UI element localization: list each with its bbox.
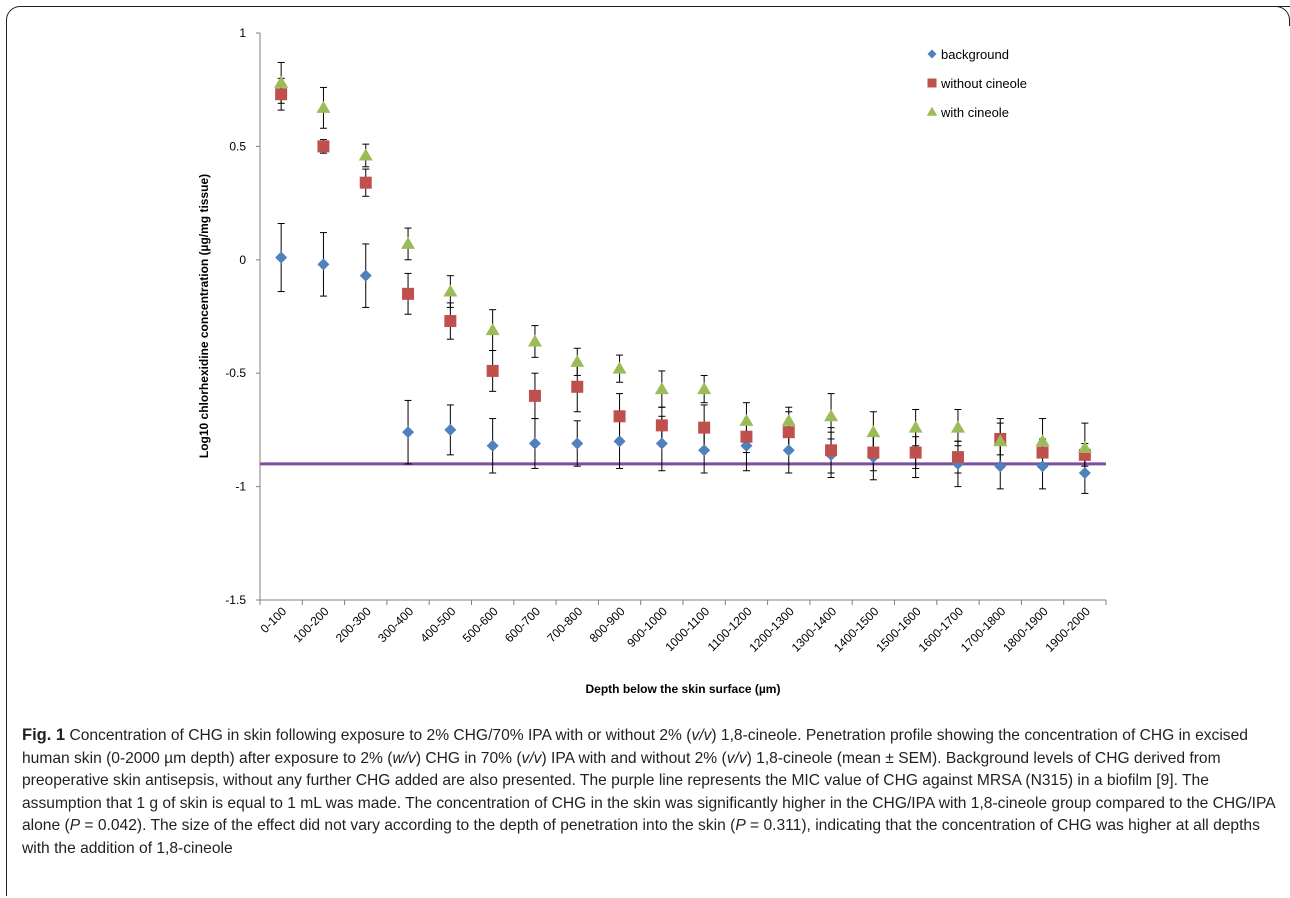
point-without-cineole <box>698 421 711 434</box>
y-tick-label: -1 <box>235 480 246 494</box>
figure-label: Fig. 1 <box>22 726 66 744</box>
legend-marker <box>926 106 938 116</box>
x-tick-label: 1900-2000 <box>1042 604 1093 655</box>
point-background <box>655 437 668 450</box>
point-background <box>994 460 1007 473</box>
point-background <box>698 444 711 457</box>
point-background <box>571 437 584 450</box>
x-tick-labels: 0-100 100-200 200-300 300-400 400-500 500-600… <box>258 604 1094 655</box>
point-without-cineole <box>951 451 964 464</box>
point-background <box>359 269 372 282</box>
y-tick-label: 0.5 <box>229 139 246 153</box>
point-without-cineole <box>613 410 626 423</box>
point-with-cineole <box>358 148 373 161</box>
x-tick-label: 1400-1500 <box>831 604 882 655</box>
point-with-cineole <box>443 284 458 297</box>
point-with-cineole <box>274 75 289 88</box>
point-with-cineole <box>908 420 923 433</box>
point-without-cineole <box>359 176 372 189</box>
point-background <box>740 439 753 452</box>
x-tick-label: 500-600 <box>460 604 501 645</box>
data-points <box>274 75 1092 479</box>
point-without-cineole <box>655 419 668 432</box>
x-tick-label: 1300-1400 <box>789 604 840 655</box>
point-background <box>402 426 415 439</box>
point-background <box>486 439 499 452</box>
point-without-cineole <box>402 287 415 300</box>
y-tick-label: 0 <box>239 253 246 267</box>
point-without-cineole <box>1036 446 1049 459</box>
point-with-cineole <box>950 420 965 433</box>
y-axis-title: Log10 chlorhexidine concentration (µg/mg… <box>197 174 211 458</box>
point-background <box>1078 466 1091 479</box>
point-with-cineole <box>570 354 585 367</box>
point-with-cineole <box>781 413 796 426</box>
point-without-cineole <box>571 380 584 393</box>
point-with-cineole <box>1035 434 1050 447</box>
y-tick-label: 1 <box>239 26 246 40</box>
figure-caption: Fig. 1 Concentration of CHG in skin foll… <box>22 724 1277 860</box>
penetration-profile-chart: 1 0.5 0 -0.5 -1 -1.5 0-100 100-200 200-300 300-4… <box>197 26 1107 696</box>
x-tick-label: 1500-1600 <box>873 604 924 655</box>
point-without-cineole <box>909 446 922 459</box>
point-with-cineole <box>401 236 416 249</box>
x-tick-label: 1200-1300 <box>746 604 797 655</box>
y-tick-label: -0.5 <box>225 366 246 380</box>
x-axis-title: Depth below the skin surface (µm) <box>586 682 781 696</box>
point-with-cineole <box>824 409 839 422</box>
x-tick-label: 1600-1700 <box>916 604 967 655</box>
point-without-cineole <box>275 88 288 101</box>
x-tick-label: 1800-1900 <box>1000 604 1051 655</box>
point-without-cineole <box>782 426 795 439</box>
point-without-cineole <box>867 446 880 459</box>
point-with-cineole <box>697 382 712 395</box>
x-tick-label: 0-100 <box>258 604 290 636</box>
point-with-cineole <box>527 334 542 347</box>
point-without-cineole <box>825 444 838 457</box>
legend-marker <box>927 78 937 88</box>
legend: background without cineole with cineole <box>926 47 1027 120</box>
x-tick-label: 300-400 <box>375 604 416 645</box>
point-background <box>782 444 795 457</box>
point-without-cineole <box>317 140 330 153</box>
point-without-cineole <box>486 364 499 377</box>
point-with-cineole <box>654 382 669 395</box>
legend-label: without cineole <box>940 76 1027 91</box>
x-tick-label: 400-500 <box>417 604 458 645</box>
point-background <box>1036 460 1049 473</box>
y-tick-labels: 1 0.5 0 -0.5 -1 -1.5 <box>225 26 246 607</box>
legend-marker <box>927 49 937 59</box>
point-without-cineole <box>528 389 541 402</box>
x-tick-label: 1000-1100 <box>662 604 712 654</box>
caption-text: Concentration of CHG in skin following e… <box>22 727 1275 857</box>
point-with-cineole <box>993 434 1008 447</box>
figure-frame <box>6 6 1290 896</box>
point-with-cineole <box>1077 441 1092 454</box>
point-background <box>613 435 626 448</box>
error-bars <box>277 61 1089 494</box>
x-tick-label: 800-900 <box>587 604 628 645</box>
x-tick-label: 200-300 <box>333 604 374 645</box>
point-with-cineole <box>485 323 500 336</box>
point-background <box>275 251 288 264</box>
y-tick-label: -1.5 <box>225 593 246 607</box>
legend-label: background <box>941 47 1009 62</box>
x-tick-label: 1700-1800 <box>958 604 1009 655</box>
chart-axes <box>256 32 1107 605</box>
x-tick-label: 600-700 <box>502 604 543 645</box>
point-with-cineole <box>316 100 331 113</box>
point-with-cineole <box>612 361 627 374</box>
point-background <box>317 258 330 271</box>
point-without-cineole <box>740 430 753 443</box>
point-background <box>528 437 541 450</box>
point-without-cineole <box>444 315 457 328</box>
point-with-cineole <box>866 425 881 438</box>
x-tick-label: 100-200 <box>291 604 332 645</box>
point-background <box>444 423 457 436</box>
x-tick-label: 700-800 <box>544 604 585 645</box>
point-with-cineole <box>739 413 754 426</box>
legend-label: with cineole <box>940 105 1009 120</box>
